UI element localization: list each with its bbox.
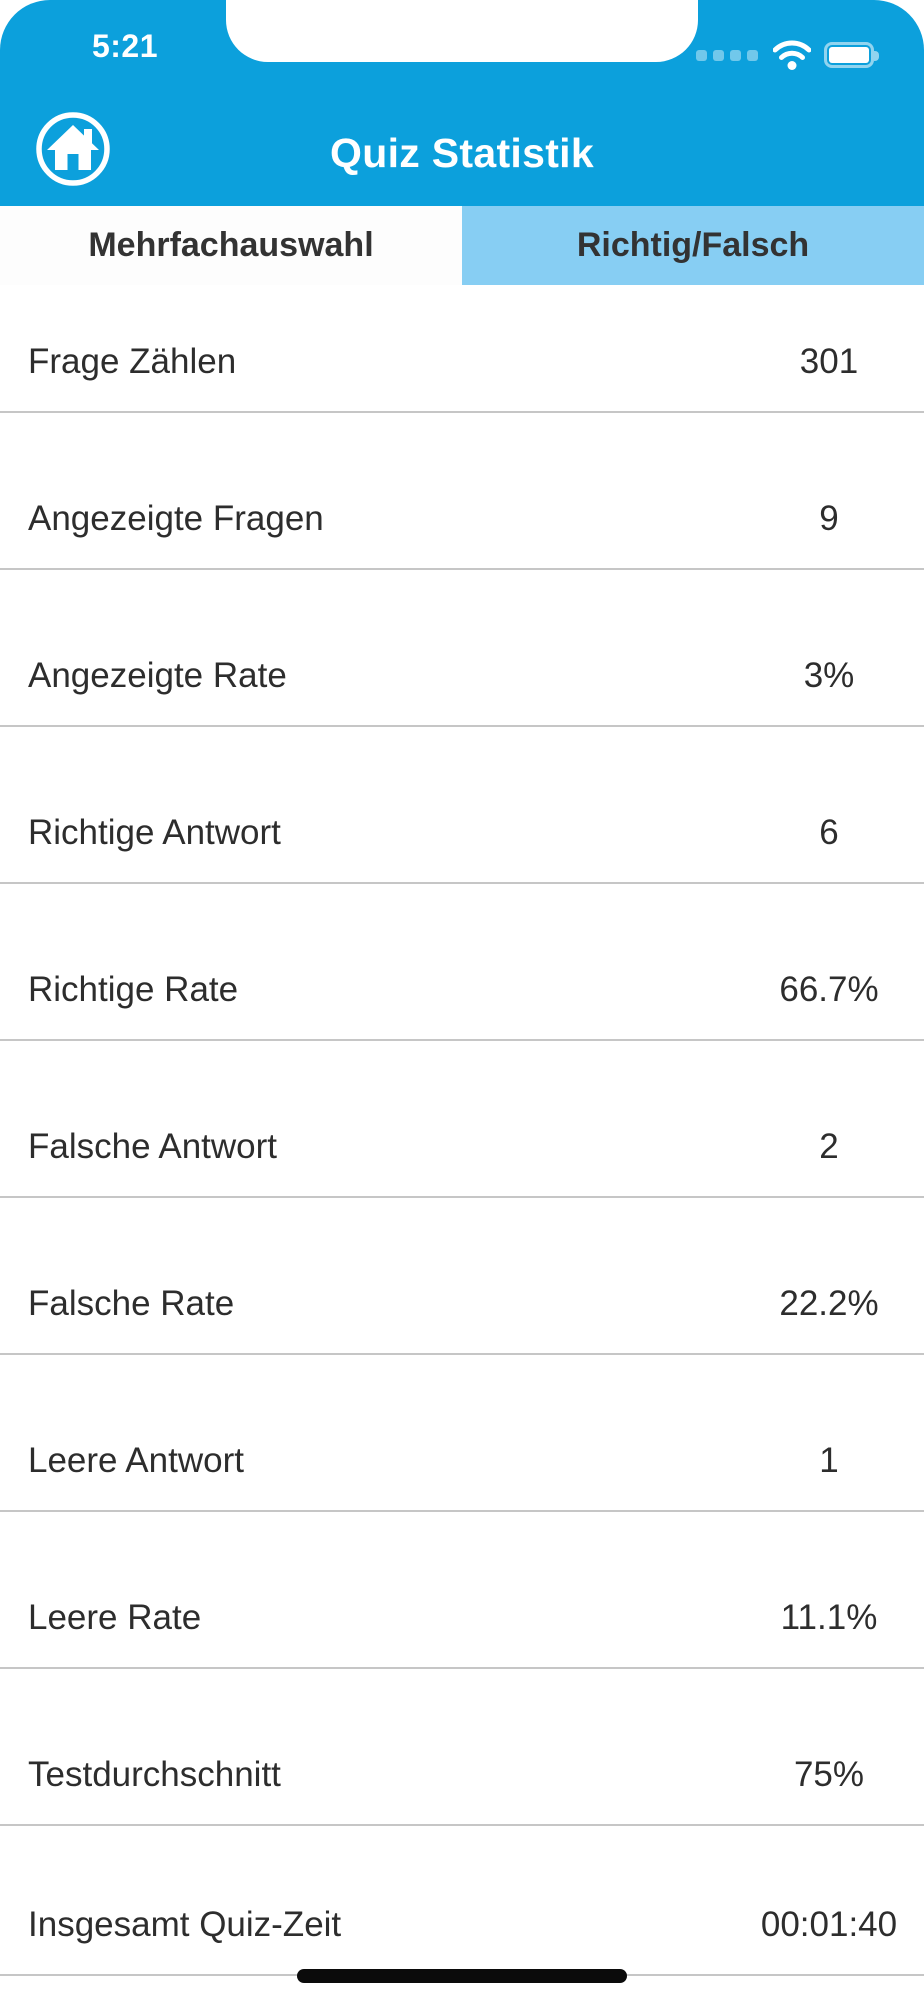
row-value: 301 [799, 342, 859, 381]
row-label: Testdurchschnitt [28, 1755, 281, 1794]
row-value: 2 [819, 1127, 839, 1166]
row-value: 75% [793, 1755, 865, 1794]
row-label: Falsche Antwort [28, 1127, 277, 1166]
tab-bar: Mehrfachauswahl Richtig/Falsch [0, 206, 924, 285]
table-row: Frage Zählen 301 [0, 285, 924, 413]
home-indicator[interactable] [297, 1969, 627, 1983]
battery-icon [824, 42, 879, 68]
row-label: Falsche Rate [28, 1284, 235, 1323]
cellular-icon [696, 49, 758, 61]
row-label: Frage Zählen [28, 342, 237, 381]
row-label: Leere Antwort [28, 1441, 244, 1480]
row-label: Insgesamt Quiz-Zeit [28, 1905, 342, 1944]
table-row: Testdurchschnitt 75% [0, 1669, 924, 1826]
row-value: 3% [803, 656, 855, 695]
wifi-icon [773, 40, 811, 70]
row-label: Angezeigte Rate [28, 656, 287, 695]
row-value: 00:01:40 [760, 1905, 898, 1944]
row-value: 22.2% [779, 1284, 879, 1323]
row-value: 6 [819, 813, 839, 852]
tab-richtig-falsch[interactable]: Richtig/Falsch [462, 206, 924, 285]
home-icon [36, 112, 110, 186]
table-row: Angezeigte Rate 3% [0, 570, 924, 727]
table-row: Leere Rate 11.1% [0, 1512, 924, 1669]
app-header: 5:21 [0, 0, 924, 206]
row-label: Richtige Antwort [28, 813, 281, 852]
table-row: Insgesamt Quiz-Zeit 00:01:40 [0, 1826, 924, 1976]
table-row: Leere Antwort 1 [0, 1355, 924, 1512]
row-label: Leere Rate [28, 1598, 202, 1637]
row-value: 9 [819, 499, 839, 538]
table-row: Falsche Rate 22.2% [0, 1198, 924, 1355]
home-button[interactable] [34, 110, 112, 188]
stats-table: Frage Zählen 301 Angezeigte Fragen 9 Ang… [0, 285, 924, 1976]
status-icons [696, 40, 879, 70]
row-label: Richtige Rate [28, 970, 239, 1009]
row-label: Angezeigte Fragen [28, 499, 324, 538]
tab-mehrfachauswahl[interactable]: Mehrfachauswahl [0, 206, 462, 285]
nav-bar: Quiz Statistik [0, 100, 924, 206]
table-row: Angezeigte Fragen 9 [0, 413, 924, 570]
table-row: Richtige Antwort 6 [0, 727, 924, 884]
row-value: 11.1% [780, 1598, 878, 1637]
row-value: 66.7% [779, 970, 879, 1009]
row-value: 1 [819, 1441, 839, 1480]
page-title: Quiz Statistik [330, 130, 594, 176]
status-time: 5:21 [91, 28, 159, 64]
device-notch [226, 0, 698, 62]
table-row: Falsche Antwort 2 [0, 1041, 924, 1198]
table-row: Richtige Rate 66.7% [0, 884, 924, 1041]
